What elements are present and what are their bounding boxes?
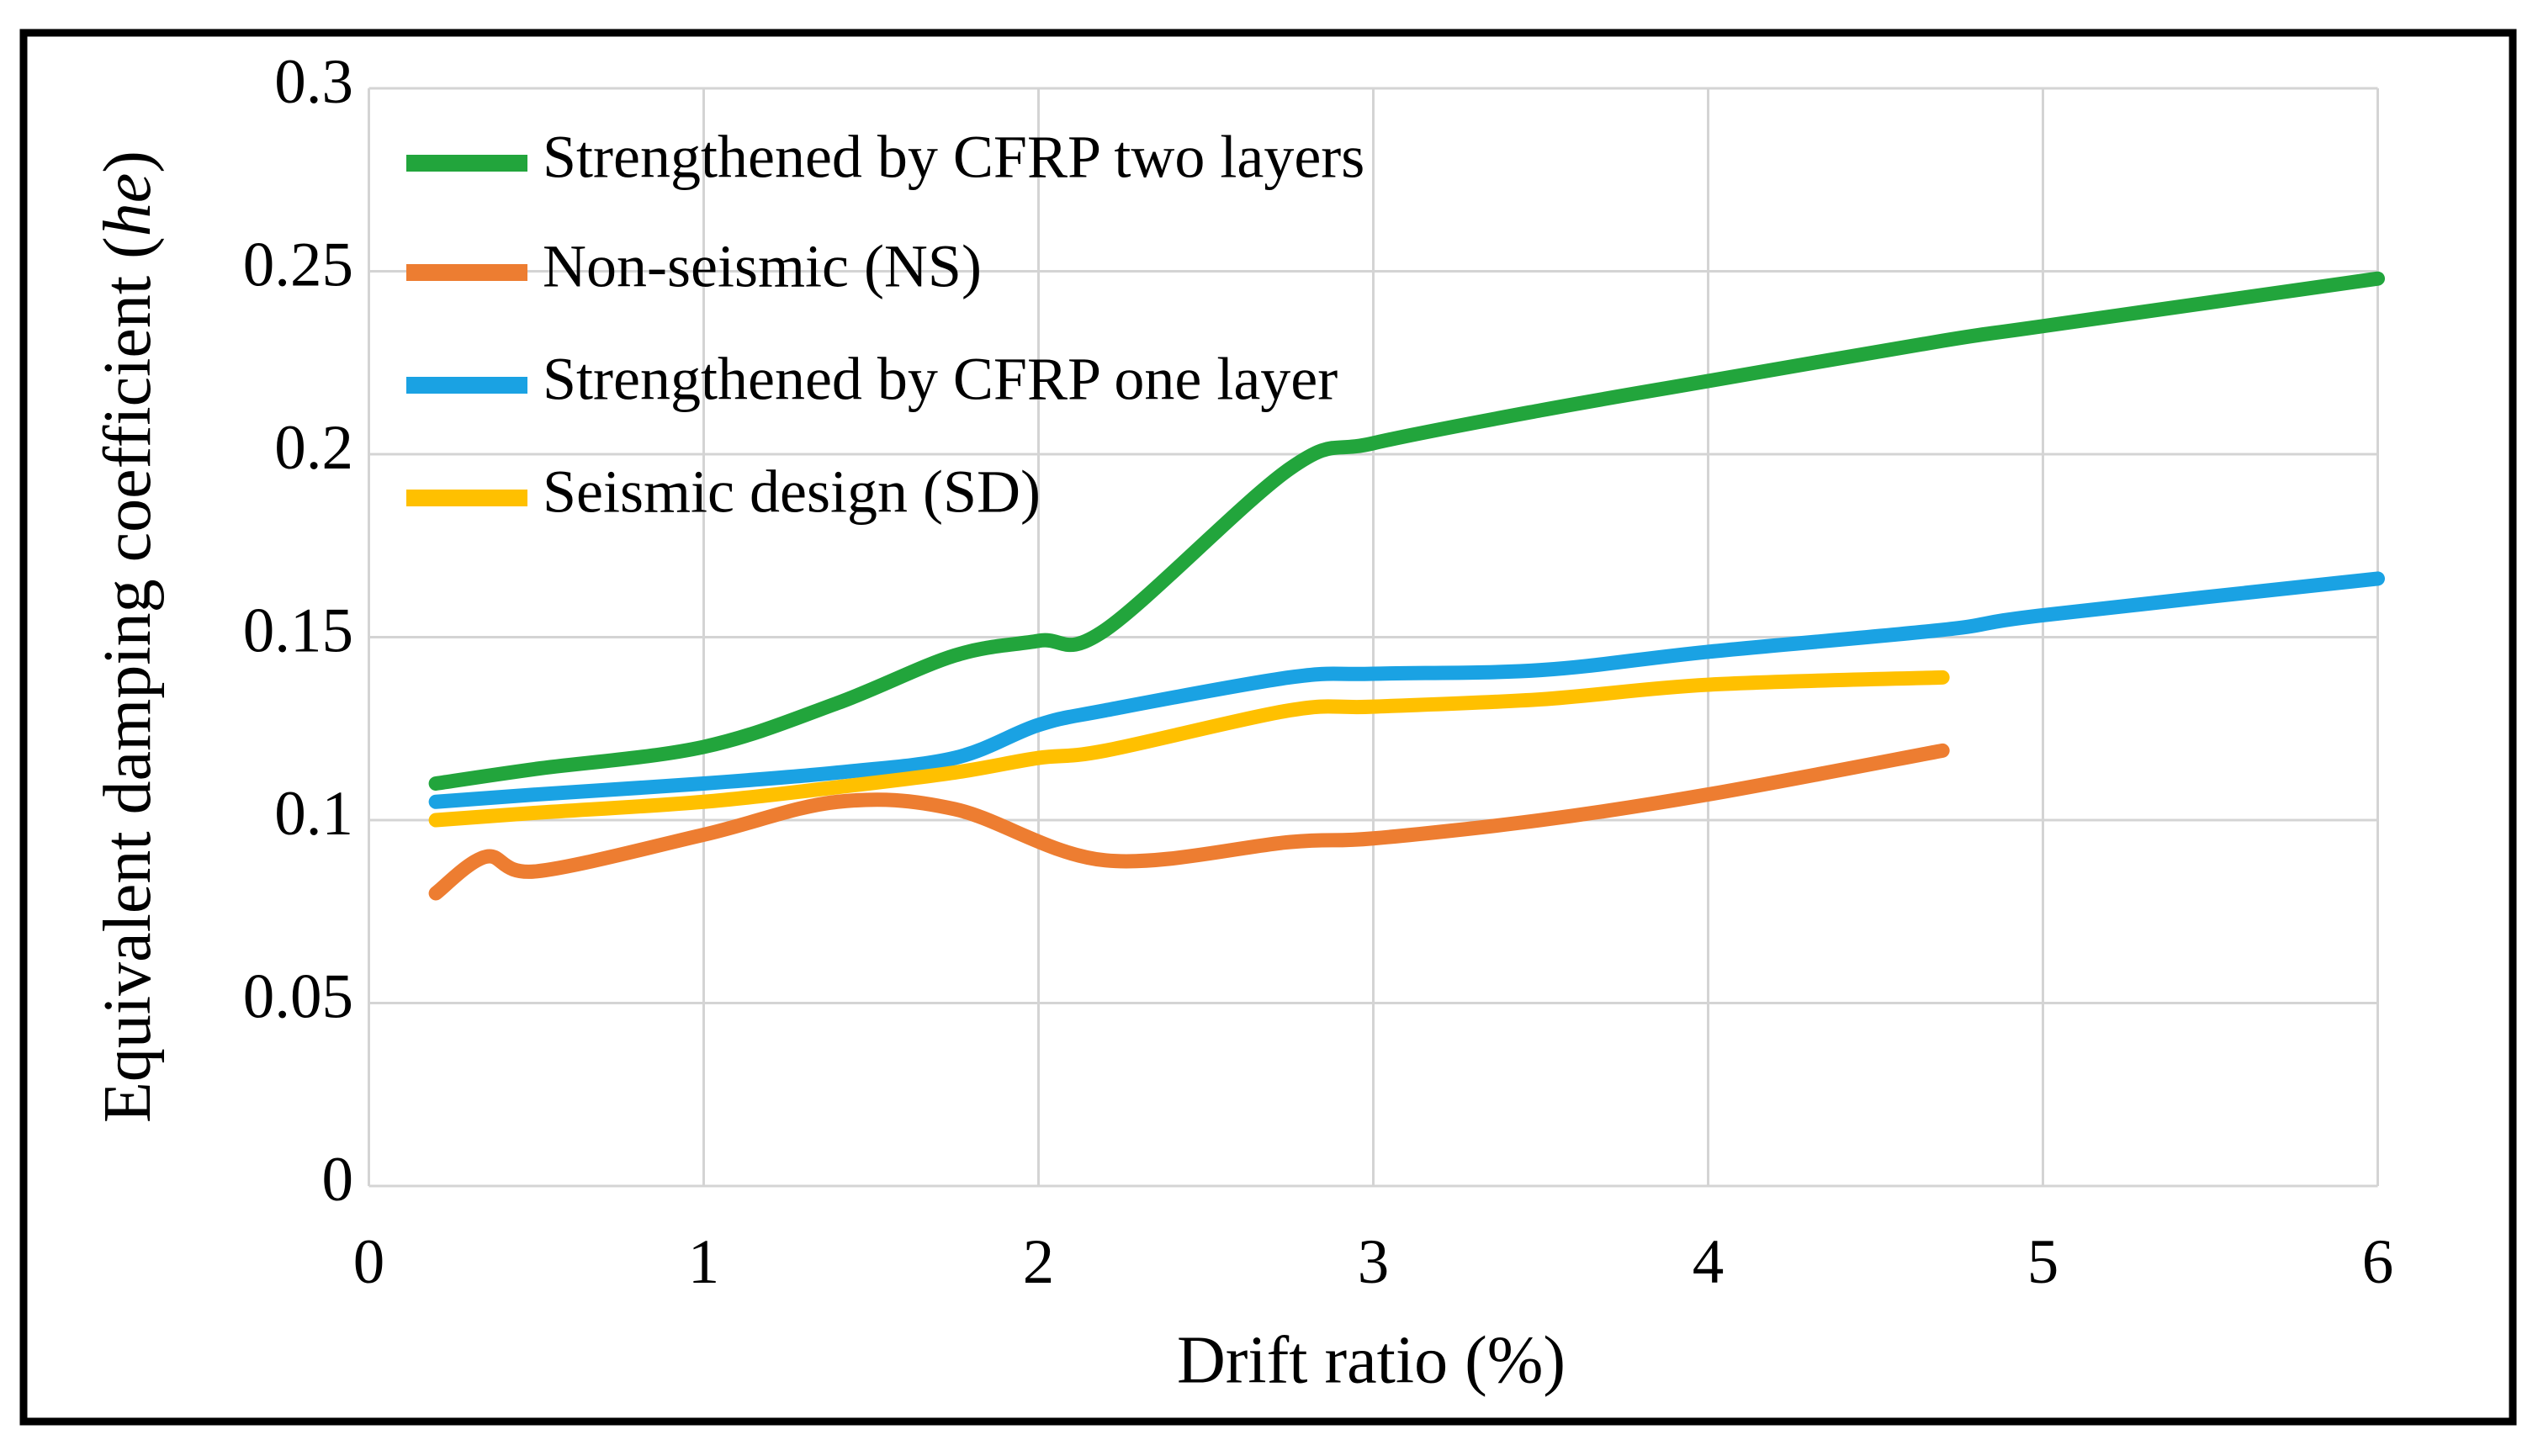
series-line-seismic-design [428,670,1950,828]
series-line-non-seismic [428,743,1950,901]
x-tick-label: 5 [2027,1227,2059,1297]
y-tick-label: 0.1 [274,779,353,849]
legend-label-cfrp-one-layer: Strengthened by CFRP one layer [543,346,1338,413]
legend-item-non-seismic: Non-seismic (NS) [406,233,982,300]
x-tick-label: 0 [353,1227,385,1297]
y-tick-label: 0.3 [274,47,353,117]
x-tick-label: 3 [1358,1227,1390,1297]
y-tick-label: 0.2 [274,413,353,483]
x-axis-title: Drift ratio (%) [1177,1323,1566,1397]
legend-item-cfrp-one-layer: Strengthened by CFRP one layer [406,346,1338,413]
y-tick-label: 0 [322,1145,354,1215]
legend: Strengthened by CFRP two layers Non-seis… [406,124,1364,526]
series-lines [428,271,2385,901]
y-tick-label: 0.25 [243,230,353,300]
x-tick-label: 4 [1693,1227,1725,1297]
x-tick-label: 2 [1023,1227,1055,1297]
x-tick-label: 6 [2362,1227,2394,1297]
y-axis-tick-labels: 0 0.05 0.1 0.15 0.2 0.25 0.3 [243,47,353,1215]
legend-label-seismic-design: Seismic design (SD) [543,458,1041,526]
legend-item-cfrp-two-layers: Strengthened by CFRP two layers [406,124,1364,191]
y-axis-title: Equivalent damping coefficient (he) [91,151,165,1123]
x-tick-label: 1 [688,1227,720,1297]
legend-item-seismic-design: Seismic design (SD) [406,458,1041,526]
series-line-cfrp-two-layers [428,271,2385,791]
gridlines [368,87,2379,1188]
series-line-cfrp-one-layer [428,571,2385,809]
x-axis-tick-labels: 0 1 2 3 4 5 6 [353,1227,2394,1297]
y-tick-label: 0.05 [243,962,353,1032]
y-tick-label: 0.15 [243,596,353,666]
figure-border [19,29,2517,1426]
legend-label-cfrp-two-layers: Strengthened by CFRP two layers [543,124,1364,191]
legend-label-non-seismic: Non-seismic (NS) [543,233,982,300]
